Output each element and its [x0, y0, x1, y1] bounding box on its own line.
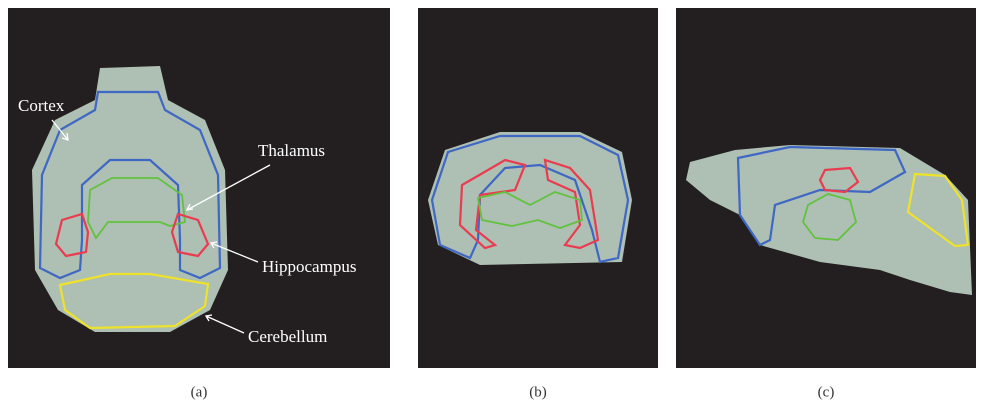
panel-b [418, 8, 658, 368]
caption: (c) [818, 384, 835, 400]
label-thalamus: Thalamus [258, 141, 325, 160]
label-hippocampus: Hippocampus [262, 257, 356, 276]
panel-c [676, 8, 976, 368]
caption: (b) [529, 384, 547, 400]
label-cortex: Cortex [18, 96, 65, 115]
label-cerebellum: Cerebellum [248, 327, 327, 346]
figure: Cortex Thalamus Hippocampus Cerebellum (… [0, 0, 982, 408]
caption: (a) [191, 384, 208, 400]
panel-a: Cortex Thalamus Hippocampus Cerebellum [8, 8, 390, 368]
brain-slice [428, 132, 632, 265]
